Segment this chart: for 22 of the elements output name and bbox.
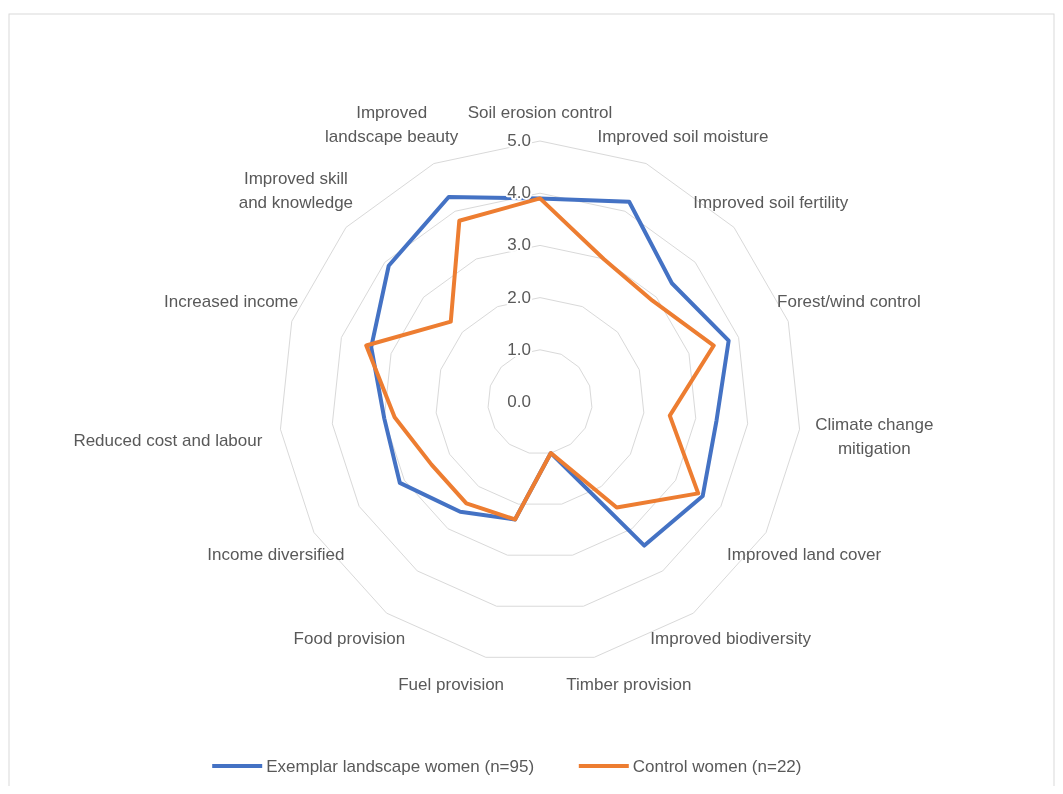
spoke-label: Timber provision — [566, 675, 692, 695]
spoke-label: Climate change mitigation — [815, 415, 934, 459]
spoke-label: Improved soil fertility — [693, 193, 849, 213]
spoke-label: Improved land cover — [727, 544, 882, 564]
spoke-label: Reduced cost and labour — [73, 431, 263, 451]
y-tick-label: 3.0 — [507, 235, 531, 255]
spoke-label: Improved soil moisture — [597, 126, 769, 146]
legend-label: Exemplar landscape women (n=95) — [266, 757, 535, 776]
spoke-label: Food provision — [293, 628, 406, 648]
legend-label: Control women (n=22) — [632, 757, 802, 776]
spoke-label: Fuel provision — [398, 675, 505, 695]
spoke-label: Increased income — [164, 291, 299, 311]
y-tick-label: 5.0 — [507, 131, 531, 150]
spoke-label: Forest/wind control — [777, 291, 921, 311]
y-tick-label: 0.0 — [507, 392, 531, 411]
spoke-label: Improved biodiversity — [650, 628, 812, 648]
spoke-label: Improved landscape beauty — [325, 102, 459, 146]
y-tick-label: 2.0 — [507, 287, 531, 307]
spoke-label: Soil erosion control — [467, 103, 613, 122]
spoke-label: Improved skill and knowledge — [238, 169, 354, 213]
y-tick-label: 1.0 — [507, 339, 531, 359]
spoke-label: Income diversified — [207, 544, 345, 564]
